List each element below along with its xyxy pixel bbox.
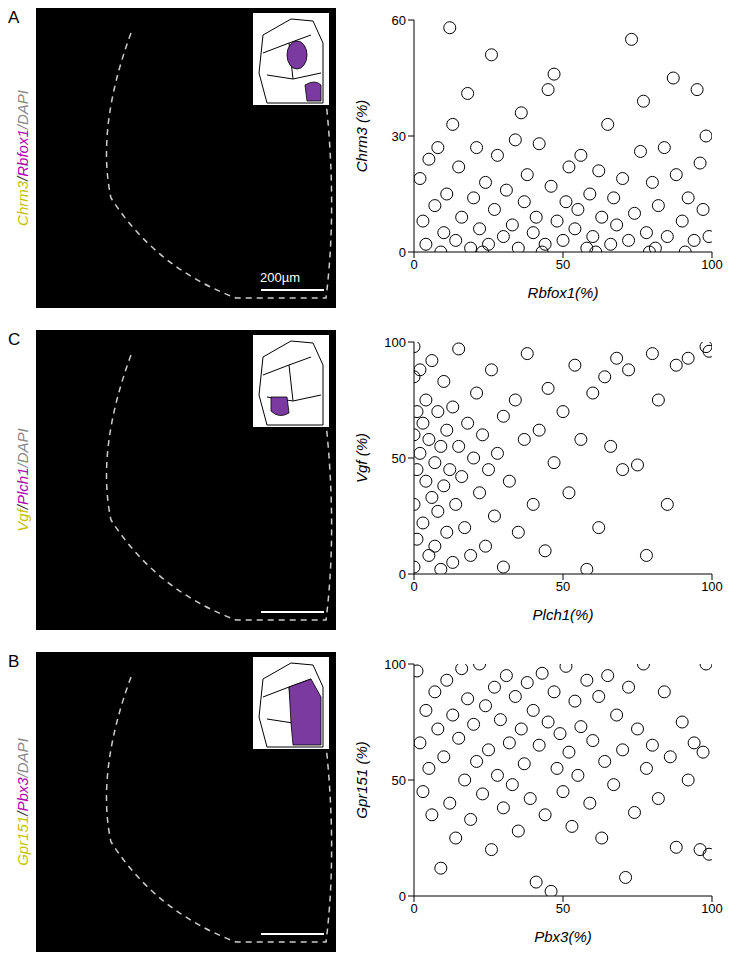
svg-text:30: 30 xyxy=(392,129,406,144)
svg-text:Gpr151 (%): Gpr151 (%) xyxy=(353,741,370,819)
svg-text:50: 50 xyxy=(556,901,570,916)
svg-text:100: 100 xyxy=(701,901,723,916)
svg-text:0: 0 xyxy=(399,889,406,904)
html-text:Gpr151: Gpr151 xyxy=(13,815,31,866)
svg-text:Pbx3(%): Pbx3(%) xyxy=(534,928,592,945)
html-text:/DAPI: /DAPI xyxy=(13,738,31,778)
svg-text:0: 0 xyxy=(410,901,417,916)
html-text:B: B xyxy=(8,652,20,671)
html-text:Vgf: Vgf xyxy=(13,509,31,532)
svg-text:50: 50 xyxy=(556,257,570,272)
svg-text:0: 0 xyxy=(399,245,406,260)
svg-text:Vgf (%): Vgf (%) xyxy=(353,433,370,483)
html-text:C: C xyxy=(8,330,21,349)
html-text:200µm: 200µm xyxy=(260,270,300,285)
html-text:Chrm3: Chrm3 xyxy=(13,180,31,226)
html-text:A: A xyxy=(8,8,20,27)
svg-text:50: 50 xyxy=(556,579,570,594)
html-text:/DAPI: /DAPI xyxy=(13,90,31,130)
svg-text:100: 100 xyxy=(384,657,406,672)
svg-text:0: 0 xyxy=(410,257,417,272)
html-text:Plch1: Plch1 xyxy=(13,467,31,505)
svg-text:50: 50 xyxy=(392,773,406,788)
svg-text:Rbfox1(%): Rbfox1(%) xyxy=(528,284,599,301)
svg-text:60: 60 xyxy=(392,13,406,28)
svg-text:50: 50 xyxy=(392,451,406,466)
html-text:/DAPI: /DAPI xyxy=(13,428,31,468)
svg-text:0: 0 xyxy=(410,579,417,594)
html-text:Rbfox1: Rbfox1 xyxy=(13,129,31,177)
svg-text:100: 100 xyxy=(384,335,406,350)
svg-text:0: 0 xyxy=(399,567,406,582)
html-text:Pbx3: Pbx3 xyxy=(13,777,31,812)
svg-text:Chrm3 (%): Chrm3 (%) xyxy=(353,100,370,173)
svg-text:Plch1(%): Plch1(%) xyxy=(533,606,594,623)
svg-text:100: 100 xyxy=(701,579,723,594)
svg-text:100: 100 xyxy=(701,257,723,272)
